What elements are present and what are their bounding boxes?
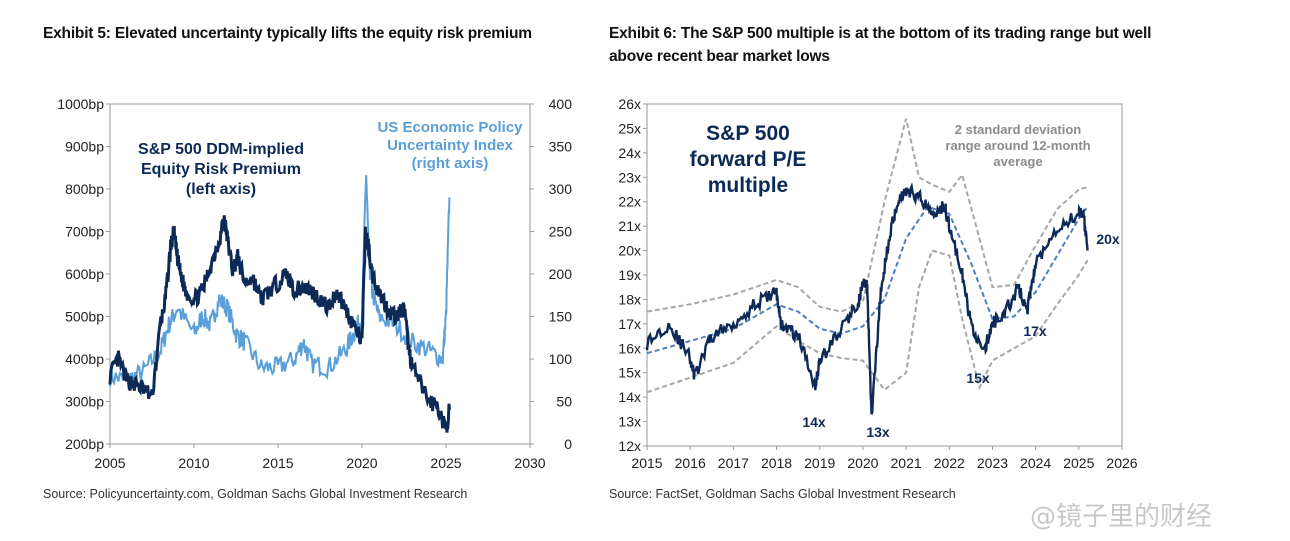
exhibit-6-title-line2: above recent bear market lows xyxy=(609,48,830,65)
y-left-tick-label: 500bp xyxy=(65,309,104,325)
y-left-tick-label: 1000bp xyxy=(57,96,104,112)
pe-main-label: multiple xyxy=(708,174,789,197)
erp-line xyxy=(108,215,451,433)
y-right-tick-label: 300 xyxy=(549,181,573,197)
epu-label: US Economic Policy xyxy=(377,119,523,136)
pe-main-label: S&P 500 xyxy=(706,122,790,145)
y-tick-label: 17x xyxy=(618,316,641,332)
y-tick-label: 23x xyxy=(618,169,641,185)
y-tick-label: 12x xyxy=(618,438,641,454)
x-tick-label: 2025 xyxy=(1063,455,1094,471)
pe-main-label: forward P/E xyxy=(690,148,807,171)
forward-pe-chart: 26x 25x 24x 23x 22x 21x 20x 19x 18x 17x 16x 15x 14x 1… xyxy=(618,96,1137,471)
y-left-tick-label: 700bp xyxy=(65,224,104,240)
pe-point-label: 14x xyxy=(802,414,826,430)
x-tick-label: 2005 xyxy=(94,455,125,471)
y-right-tick-label: 0 xyxy=(564,436,572,452)
y-tick-label: 25x xyxy=(618,120,641,136)
y-left-tick-label: 900bp xyxy=(65,139,104,155)
y-tick-label: 22x xyxy=(618,194,641,210)
y-tick-label: 16x xyxy=(618,340,641,356)
x-tick-label: 2019 xyxy=(804,455,835,471)
x-tick-label: 2020 xyxy=(847,455,878,471)
exhibit-6-title: Exhibit 6: The S&P 500 multiple is at th… xyxy=(609,22,1169,68)
x-tick-label: 2025 xyxy=(430,455,461,471)
average-line xyxy=(646,205,1089,355)
erp-label: Equity Risk Premium xyxy=(141,161,301,178)
x-tick-label: 2020 xyxy=(346,455,377,471)
y-tick-label: 20x xyxy=(618,243,641,259)
pe-point-label: 20x xyxy=(1096,231,1120,247)
x-tick-label: 2017 xyxy=(718,455,749,471)
y-tick-label: 15x xyxy=(618,365,641,381)
erp-epu-chart: 1000bp 900bp 800bp 700bp 600bp 500bp 400bp 300b… xyxy=(57,96,573,471)
band-label: range around 12-month xyxy=(945,138,1090,153)
x-tick-label: 2026 xyxy=(1106,455,1137,471)
x-tick-label: 2022 xyxy=(934,455,965,471)
pe-point-label: 15x xyxy=(966,370,990,386)
y-right-tick-label: 250 xyxy=(549,224,573,240)
lower-band-line xyxy=(646,249,1089,394)
y-tick-label: 26x xyxy=(618,96,641,112)
y-right-tick-label: 150 xyxy=(549,309,573,325)
x-tick-label: 2015 xyxy=(631,455,662,471)
erp-label: (left axis) xyxy=(186,181,256,198)
y-tick-label: 14x xyxy=(618,389,641,405)
exhibit-6: Exhibit 6: The S&P 500 multiple is at th… xyxy=(600,0,1290,541)
x-tick-label: 2023 xyxy=(977,455,1008,471)
exhibit-5-title: Exhibit 5: Elevated uncertainty typicall… xyxy=(43,25,532,42)
epu-label: (right axis) xyxy=(412,155,489,172)
exhibit-5: Exhibit 5: Elevated uncertainty typicall… xyxy=(0,0,600,541)
y-tick-label: 21x xyxy=(618,218,641,234)
x-tick-label: 2015 xyxy=(262,455,293,471)
x-tick-label: 2024 xyxy=(1020,455,1051,471)
epu-label: Uncertainty Index xyxy=(387,137,514,154)
x-tick-label: 2018 xyxy=(761,455,792,471)
watermark: @镜子里的财经 xyxy=(1030,502,1213,532)
y-tick-label: 18x xyxy=(618,291,641,307)
forward-pe-line xyxy=(645,182,1089,415)
y-left-tick-label: 300bp xyxy=(65,394,104,410)
y-left-tick-label: 600bp xyxy=(65,266,104,282)
band-label: 2 standard deviation xyxy=(955,122,1081,137)
y-right-tick-label: 400 xyxy=(549,96,573,112)
y-left-tick-label: 400bp xyxy=(65,351,104,367)
y-right-tick-label: 200 xyxy=(549,266,573,282)
y-right-tick-label: 350 xyxy=(549,139,573,155)
y-tick-label: 24x xyxy=(618,145,641,161)
erp-label: S&P 500 DDM-implied xyxy=(138,141,304,158)
x-tick-label: 2021 xyxy=(891,455,922,471)
x-tick-label: 2010 xyxy=(178,455,209,471)
x-tick-label: 2030 xyxy=(514,455,545,471)
y-right-tick-label: 50 xyxy=(556,394,572,410)
exhibit-5-source: Source: Policyuncertainty.com, Goldman S… xyxy=(43,487,468,501)
y-tick-label: 13x xyxy=(618,414,641,430)
epu-line xyxy=(109,175,451,389)
exhibit-6-source: Source: FactSet, Goldman Sachs Global In… xyxy=(609,487,956,501)
y-right-tick-label: 100 xyxy=(549,351,573,367)
exhibit-6-title-line1: Exhibit 6: The S&P 500 multiple is at th… xyxy=(609,25,1152,42)
y-left-tick-label: 200bp xyxy=(65,436,104,452)
y-tick-label: 19x xyxy=(618,267,641,283)
pe-point-label: 17x xyxy=(1023,323,1047,339)
band-label: average xyxy=(993,154,1042,169)
pe-point-label: 13x xyxy=(866,424,890,440)
x-tick-label: 2016 xyxy=(675,455,706,471)
y-left-tick-label: 800bp xyxy=(65,181,104,197)
